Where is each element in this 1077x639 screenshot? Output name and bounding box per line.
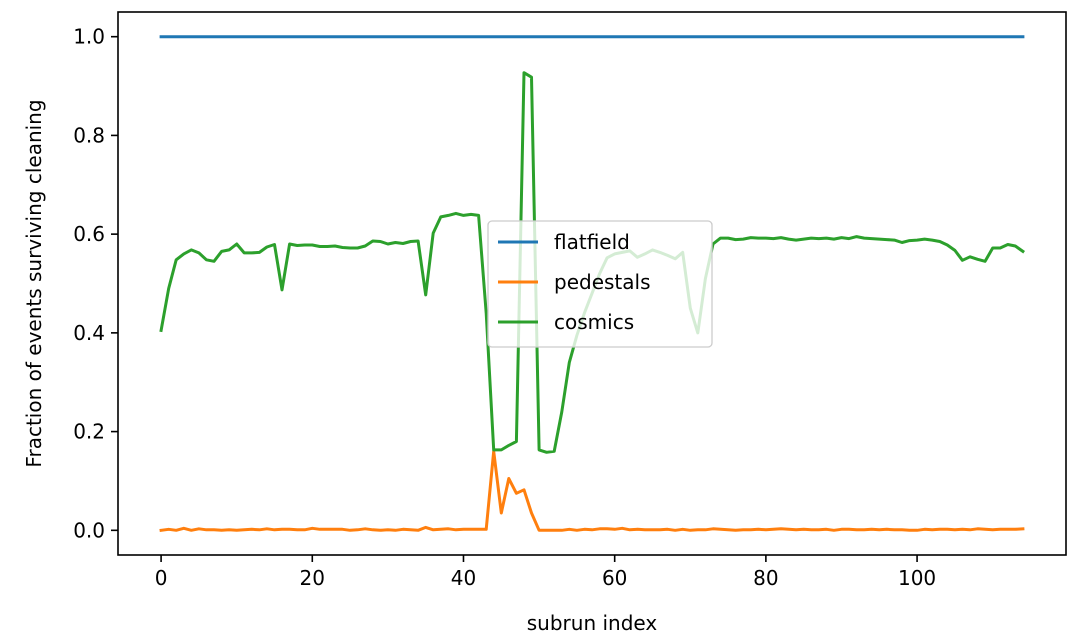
y-tick-label: 0.6 <box>73 222 105 246</box>
x-tick-label: 60 <box>602 566 627 590</box>
x-axis-label: subrun index <box>527 611 658 635</box>
y-axis-ticks: 0.0 0.2 0.4 0.6 0.8 1.0 <box>73 25 118 542</box>
legend: flatfield pedestals cosmics <box>487 220 713 348</box>
series-line-pedestals <box>159 449 1025 532</box>
x-tick-label: 80 <box>753 566 778 590</box>
legend-label-pedestals: pedestals <box>554 270 651 294</box>
y-tick-label: 0.4 <box>73 321 105 345</box>
legend-label-cosmics: cosmics <box>554 310 634 334</box>
y-tick-label: 0.0 <box>73 518 105 542</box>
y-tick-label: 0.2 <box>73 420 105 444</box>
x-tick-label: 0 <box>155 566 168 590</box>
x-tick-label: 20 <box>300 566 325 590</box>
y-tick-label: 1.0 <box>73 25 105 49</box>
x-tick-label: 100 <box>898 566 936 590</box>
legend-label-flatfield: flatfield <box>554 230 630 254</box>
y-tick-label: 0.8 <box>73 123 105 147</box>
y-axis-label: Fraction of events surviving cleaning <box>22 99 46 467</box>
axes-frame <box>117 11 1067 556</box>
x-axis-ticks: 0 20 40 60 80 100 <box>155 555 936 590</box>
x-tick-label: 40 <box>451 566 476 590</box>
legend-box <box>487 220 713 348</box>
